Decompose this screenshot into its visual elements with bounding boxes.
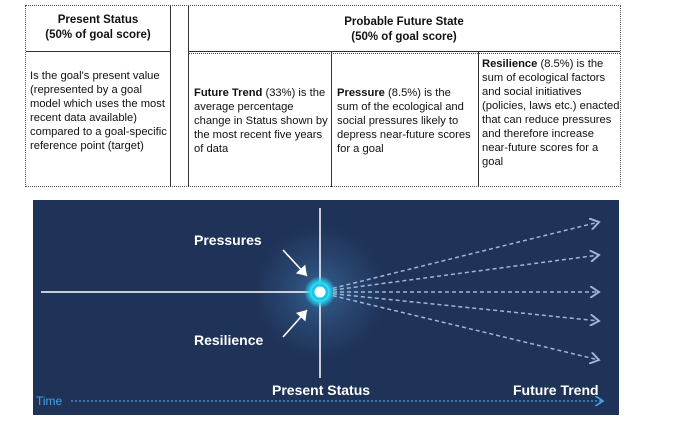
- pressure-term: Pressure: [337, 87, 385, 99]
- status-trend-diagram: Pressures Resilience Present Status Futu…: [33, 200, 619, 415]
- present-status-header: Present Status (50% of goal score): [26, 13, 170, 42]
- column-divider: [170, 6, 171, 187]
- present-status-text: Is the goal's present value (represented…: [30, 70, 167, 152]
- future-trend-label: Future Trend: [513, 382, 599, 398]
- resilience-weight: (8.5%) is the: [537, 58, 604, 70]
- resilience-cell: Resilience (8.5%) is the sum of ecologic…: [482, 57, 620, 169]
- pressure-text: sum of the ecological and social pressur…: [337, 101, 471, 155]
- projection-arrow-5: [325, 293, 599, 360]
- pressures-label: Pressures: [194, 232, 262, 248]
- present-status-description: Is the goal's present value (represented…: [30, 69, 168, 153]
- future-state-header: Probable Future State (50% of goal score…: [188, 15, 620, 44]
- projection-arrow-4: [325, 292, 599, 321]
- status-point: [311, 283, 329, 301]
- column-divider: [478, 52, 479, 187]
- resilience-text: sum of ecological factors and social ini…: [482, 72, 620, 168]
- future-trend-weight: (33%) is: [262, 87, 307, 99]
- present-status-title: Present Status: [57, 14, 139, 26]
- future-trend-text: the average percentage change in Status …: [194, 87, 328, 155]
- header-rule: [188, 51, 620, 52]
- goal-score-table: Present Status (50% of goal score) Proba…: [25, 5, 621, 187]
- resilience-arrow: [282, 309, 308, 338]
- header-rule: [26, 51, 170, 52]
- pressures-arrow: [282, 249, 308, 277]
- present-status-label: Present Status: [272, 382, 371, 398]
- future-trend-term: Future Trend: [194, 87, 263, 99]
- resilience-term: Resilience: [482, 58, 538, 70]
- header-dotted-rule: [188, 53, 620, 54]
- resilience-label: Resilience: [194, 332, 264, 348]
- pressure-cell: Pressure (8.5%) is the sum of the ecolog…: [337, 86, 475, 156]
- column-divider: [188, 6, 189, 187]
- projection-arrow-2: [325, 255, 599, 292]
- future-trend-cell: Future Trend (33%) is the average percen…: [194, 86, 328, 156]
- diagram-graphics: [41, 208, 619, 415]
- pressure-weight: (8.5%) is the: [384, 87, 451, 99]
- present-status-subtitle: (50% of goal score): [45, 28, 151, 41]
- column-divider: [331, 52, 332, 187]
- projection-arrow-1: [325, 222, 599, 291]
- future-state-subtitle: (50% of goal score): [351, 30, 457, 43]
- time-label: Time: [36, 394, 63, 408]
- future-state-title: Probable Future State: [344, 16, 464, 28]
